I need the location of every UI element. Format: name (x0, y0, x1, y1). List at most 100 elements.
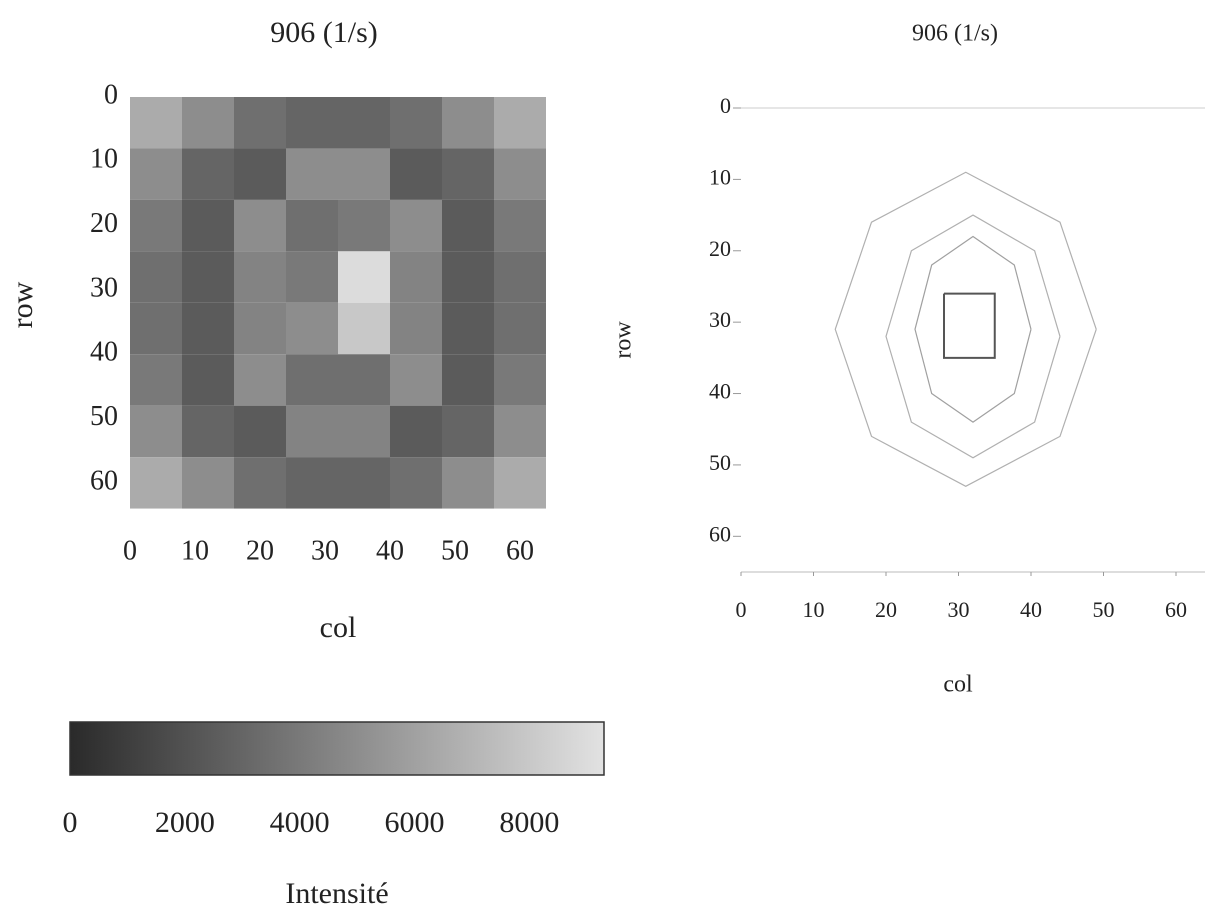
x-tick-label: 0 (736, 597, 747, 622)
chart-title: 906 (1/s) (270, 16, 378, 49)
heatmap-cell (130, 148, 182, 200)
y-tick-label: 60 (709, 521, 731, 546)
heatmap-cell (442, 97, 494, 149)
y-tick-label: 0 (104, 79, 118, 110)
heatmap-cell (182, 97, 234, 149)
heatmap-cell (286, 405, 338, 458)
heatmap-cell (286, 354, 338, 406)
x-tick-label: 30 (948, 597, 970, 622)
x-tick-label: 40 (1020, 597, 1042, 622)
colorbar-label: Intensité (285, 877, 388, 910)
heatmap-cell (390, 354, 442, 406)
colorbar-tick-label: 2000 (155, 806, 215, 839)
y-tick-label: 60 (90, 465, 118, 496)
y-tick-label: 30 (709, 307, 731, 332)
y-tick-label: 20 (709, 236, 731, 261)
heatmap-cell (182, 148, 234, 200)
heatmap-cell (338, 457, 390, 509)
x-tick-label: 50 (1093, 597, 1115, 622)
heatmap-cell (182, 251, 234, 303)
x-tick-label: 20 (875, 597, 897, 622)
heatmap-cell (338, 251, 390, 303)
chart-title: 906 (1/s) (912, 21, 998, 47)
contour-line (914, 235, 1032, 423)
heatmap-cell (338, 199, 390, 252)
y-axis-label: row (6, 281, 39, 328)
heatmap-cell (390, 148, 442, 200)
heatmap-cell (442, 302, 494, 355)
x-tick-label: 50 (441, 535, 469, 566)
heatmap-cell (130, 354, 182, 406)
heatmap-cell (182, 354, 234, 406)
y-tick-label: 40 (709, 379, 731, 404)
heatmap-cell (286, 148, 338, 200)
heatmap-cell (338, 354, 390, 406)
heatmap-cell (494, 457, 546, 509)
heatmap-cell (234, 302, 286, 355)
y-axis-label: row (611, 321, 637, 359)
colorbar-tick-label: 0 (63, 806, 78, 839)
heatmap-cell (130, 251, 182, 303)
heatmap-cell (182, 302, 234, 355)
heatmap-cell (338, 97, 390, 149)
heatmap-cell (286, 199, 338, 252)
x-tick-label: 0 (123, 535, 137, 566)
heatmap-cell (286, 251, 338, 303)
heatmap-cell (442, 354, 494, 406)
heatmap-cell (494, 405, 546, 458)
heatmap-cell (234, 354, 286, 406)
heatmap-cell (442, 148, 494, 200)
heatmap-cell (390, 302, 442, 355)
heatmap-cell (338, 302, 390, 355)
heatmap-cell (130, 302, 182, 355)
y-tick-label: 50 (90, 401, 118, 432)
contour-line (943, 292, 996, 359)
heatmap-cell (234, 199, 286, 252)
y-tick-label: 30 (90, 272, 118, 303)
heatmap-cell (442, 405, 494, 458)
heatmap-cell (286, 457, 338, 509)
heatmap-cell (286, 97, 338, 149)
y-tick-label: 50 (709, 450, 731, 475)
contour-line (885, 214, 1061, 459)
colorbar (69, 721, 605, 776)
x-tick-label: 10 (181, 535, 209, 566)
contour-line (834, 171, 1097, 488)
heatmap-cell (494, 251, 546, 303)
colorbar-tick-label: 4000 (270, 806, 330, 839)
heatmap-cell (442, 457, 494, 509)
heatmap-cell (494, 199, 546, 252)
heatmap-cell (338, 405, 390, 458)
heatmap-cell (286, 302, 338, 355)
y-tick-label: 40 (90, 337, 118, 368)
colorbar-tick-label: 6000 (385, 806, 445, 839)
heatmap-cell (390, 97, 442, 149)
heatmap-cell (442, 251, 494, 303)
heatmap-cell (390, 199, 442, 252)
x-tick-label: 60 (1165, 597, 1187, 622)
heatmap-cell (494, 148, 546, 200)
heatmap-cell (494, 97, 546, 149)
x-tick-label: 40 (376, 535, 404, 566)
x-axis-label: col (320, 611, 357, 644)
x-tick-label: 30 (311, 535, 339, 566)
y-tick-label: 10 (90, 144, 118, 175)
x-tick-label: 60 (506, 535, 534, 566)
heatmap-cell (130, 97, 182, 149)
y-tick-label: 10 (709, 164, 731, 189)
heatmap-cell (494, 302, 546, 355)
heatmap-cell (234, 405, 286, 458)
heatmap-cell (182, 405, 234, 458)
heatmap-cell (130, 405, 182, 458)
heatmap-cell (182, 457, 234, 509)
heatmap-cell (130, 457, 182, 509)
heatmap-cell (182, 199, 234, 252)
colorbar-tick-label: 8000 (499, 806, 559, 839)
x-tick-label: 10 (803, 597, 825, 622)
heatmap-cell (234, 251, 286, 303)
heatmap-cell (338, 148, 390, 200)
x-tick-label: 20 (246, 535, 274, 566)
heatmap-cell (390, 251, 442, 303)
y-tick-label: 0 (720, 93, 731, 118)
